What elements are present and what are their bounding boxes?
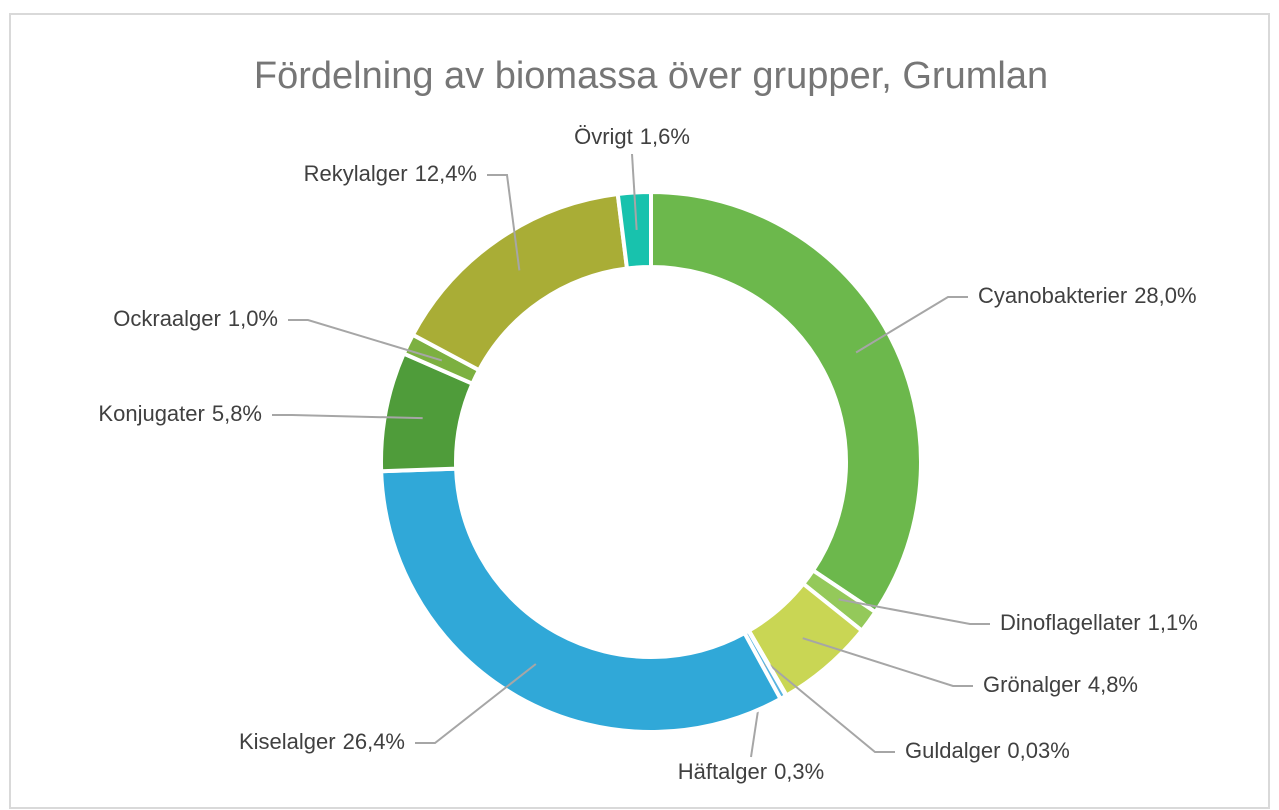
leader-line	[415, 663, 537, 744]
category-name: Grönalger	[983, 672, 1081, 697]
data-label: Rekylalger 12,4%	[304, 161, 477, 186]
leader-line	[487, 174, 521, 271]
data-label: Grönalger 4,8%	[983, 672, 1138, 697]
value-label: 4,8%	[1088, 672, 1138, 697]
data-label: Dinoflagellater 1,1%	[1000, 610, 1198, 635]
value-label: 28,0%	[1134, 283, 1196, 308]
category-name: Cyanobakterier	[978, 283, 1127, 308]
data-label: Kiselalger 26,4%	[239, 729, 405, 754]
value-label: 1,1%	[1148, 610, 1198, 635]
category-name: Häftalger	[678, 759, 767, 784]
data-label: Cyanobakterier 28,0%	[978, 283, 1197, 308]
category-name: Guldalger	[905, 738, 1000, 763]
value-label: 0,3%	[774, 759, 824, 784]
chart-title: Fördelning av biomassa över grupper, Gru…	[254, 55, 1048, 97]
data-label: Häftalger 0,3%	[678, 759, 824, 784]
leader-line	[288, 319, 443, 362]
category-name: Dinoflagellater	[1000, 610, 1141, 635]
category-name: Övrigt	[574, 124, 633, 149]
data-label: Övrigt 1,6%	[574, 124, 690, 149]
value-label: 12,4%	[415, 161, 477, 186]
leader-line	[855, 296, 968, 354]
value-label: 26,4%	[343, 729, 405, 754]
donut-segment	[615, 189, 653, 271]
donut-segment	[649, 189, 923, 615]
value-label: 1,0%	[228, 306, 278, 331]
value-label: 0,03%	[1007, 738, 1069, 763]
leader-line	[802, 637, 973, 687]
value-label: 5,8%	[212, 401, 262, 426]
donut-segment	[379, 466, 784, 734]
leader-line	[766, 662, 895, 753]
data-label: Ockraalger 1,0%	[113, 306, 278, 331]
leader-line	[272, 414, 423, 420]
data-label: Konjugater 5,8%	[98, 401, 262, 426]
category-name: Konjugater	[98, 401, 204, 426]
category-name: Rekylalger	[304, 161, 408, 186]
leader-line	[631, 153, 638, 231]
data-label: Guldalger 0,03%	[905, 738, 1070, 763]
value-label: 1,6%	[640, 124, 690, 149]
leader-line	[838, 598, 990, 625]
category-name: Kiselalger	[239, 729, 336, 754]
category-name: Ockraalger	[113, 306, 221, 331]
